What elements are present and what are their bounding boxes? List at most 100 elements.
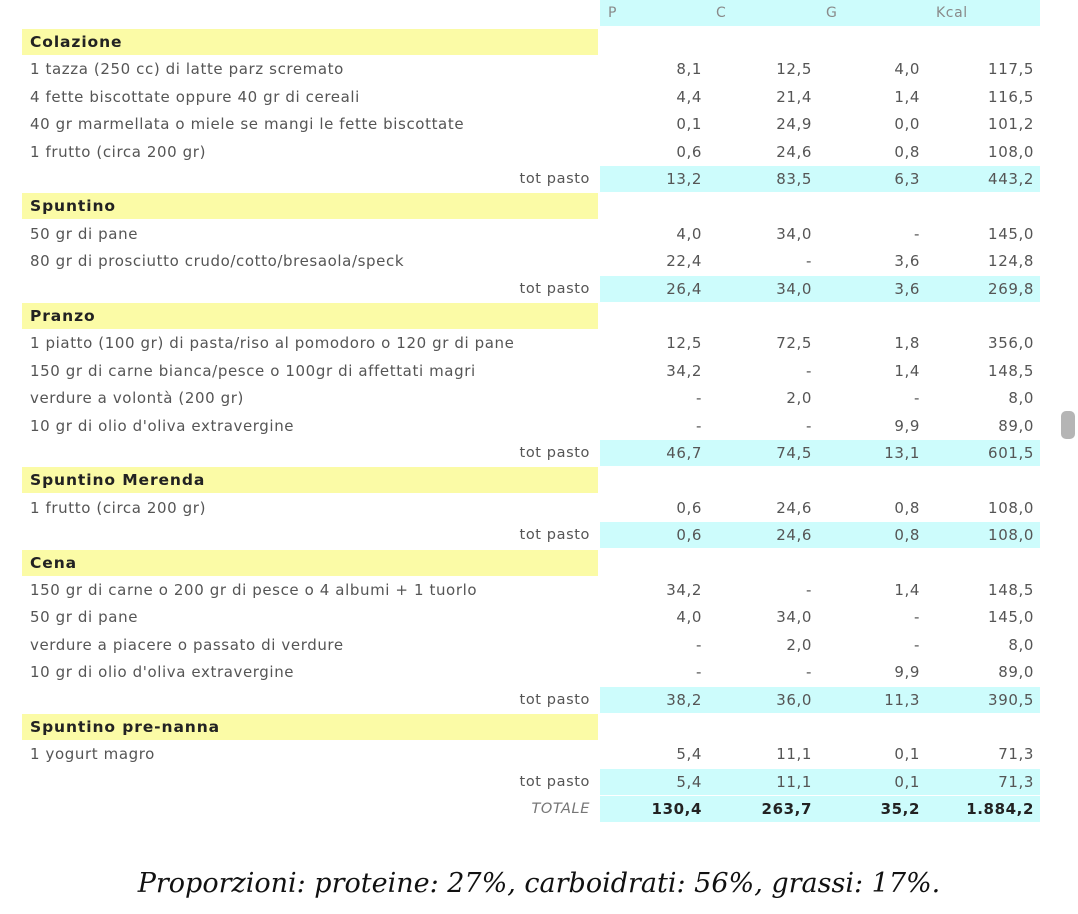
value-c: 24,9: [776, 115, 812, 134]
value-k: 390,5: [988, 690, 1034, 709]
value-p: 130,4: [651, 800, 702, 819]
value-g: 1,4: [894, 581, 920, 599]
scrollbar-thumb[interactable]: [1061, 411, 1075, 439]
food-item-label: verdure a piacere o passato di verdure: [30, 635, 344, 654]
section-header-bg: [22, 467, 598, 494]
value-k: 601,5: [988, 444, 1034, 462]
value-g: 1,4: [894, 361, 920, 380]
value-p: 0,6: [676, 142, 702, 161]
value-c: 11,1: [776, 745, 812, 764]
value-c: -: [805, 663, 812, 682]
value-k: 108,0: [988, 498, 1034, 517]
value-g: 4,0: [894, 60, 920, 79]
meal-total-bg: [600, 166, 1040, 192]
value-c: 72,5: [776, 334, 812, 353]
value-k: 108,0: [988, 526, 1034, 545]
food-item-label: verdure a volontà (200 gr): [30, 389, 244, 408]
section-header-row: Spuntino: [0, 193, 1078, 220]
food-item-row: 50 gr di pane 4,0 34,0 - 145,0: [0, 604, 1078, 630]
value-p: 13,2: [666, 170, 702, 188]
section-title: Colazione: [30, 33, 123, 51]
value-c: 34,0: [776, 279, 812, 298]
value-k: 108,0: [988, 142, 1034, 161]
value-c: 83,5: [776, 170, 812, 188]
value-g: -: [913, 389, 920, 408]
value-p: 38,2: [666, 690, 702, 709]
food-item-row: 150 gr di carne o 200 gr di pesce o 4 al…: [0, 577, 1078, 603]
value-p: 12,5: [666, 334, 702, 353]
value-c: 12,5: [776, 60, 812, 79]
value-p: 4,0: [676, 224, 702, 243]
value-p: 4,0: [676, 608, 702, 627]
value-p: 8,1: [676, 60, 702, 79]
value-c: 24,6: [776, 526, 812, 545]
value-k: 124,8: [988, 252, 1034, 271]
value-k: 101,2: [988, 115, 1034, 134]
value-c: 74,5: [776, 444, 812, 462]
food-item-row: 1 frutto (circa 200 gr) 0,6 24,6 0,8 108,0: [0, 139, 1078, 165]
value-c: 21,4: [776, 87, 812, 106]
food-item-row: 40 gr marmellata o miele se mangi le fet…: [0, 111, 1078, 137]
food-item-label: 10 gr di olio d'oliva extravergine: [30, 416, 295, 435]
value-c: 24,6: [776, 498, 812, 517]
value-p: 22,4: [666, 252, 702, 271]
value-g: 0,0: [894, 115, 920, 134]
value-k: 89,0: [998, 663, 1034, 682]
proportions-note: Proporzioni: proteine: 27%, carboidrati:…: [137, 868, 941, 899]
section-header-bg: [22, 303, 598, 329]
meal-total-bg: [600, 440, 1040, 466]
value-c: -: [805, 361, 812, 380]
food-item-label: 1 yogurt magro: [30, 745, 155, 764]
meal-total-label: tot pasto: [519, 527, 590, 544]
value-p: 34,2: [666, 581, 702, 599]
section-header-row: Pranzo: [0, 303, 1078, 329]
column-header-p: P: [608, 5, 618, 21]
food-item-label: 10 gr di olio d'oliva extravergine: [30, 663, 295, 682]
value-c: 36,0: [776, 690, 812, 709]
value-p: 46,7: [666, 444, 702, 462]
value-c: 24,6: [776, 142, 812, 161]
value-g: 0,8: [894, 142, 920, 161]
value-g: 35,2: [880, 800, 920, 819]
value-k: 116,5: [988, 87, 1034, 106]
value-p: 0,1: [676, 115, 702, 134]
meal-total-bg: [600, 522, 1040, 549]
food-item-label: 1 frutto (circa 200 gr): [30, 498, 207, 517]
section-header-bg: [22, 29, 598, 55]
section-header-bg: [22, 193, 598, 220]
value-c: 263,7: [761, 800, 812, 819]
value-k: 8,0: [1008, 635, 1034, 654]
food-item-row: verdure a piacere o passato di verdure - 2…: [0, 632, 1078, 658]
value-k: 145,0: [988, 224, 1034, 243]
section-header-row: Spuntino pre-nanna: [0, 714, 1078, 740]
value-k: 8,0: [1008, 389, 1034, 408]
column-header-c: C: [716, 5, 727, 21]
food-item-label: 1 frutto (circa 200 gr): [30, 142, 207, 161]
value-g: 1,8: [894, 334, 920, 353]
value-p: 0,6: [676, 498, 702, 517]
value-p: 34,2: [666, 361, 702, 380]
section-title: Pranzo: [30, 307, 96, 325]
section-header-row: Spuntino Merenda: [0, 467, 1078, 494]
food-item-label: 1 piatto (100 gr) di pasta/riso al pomod…: [30, 334, 515, 353]
meal-total-label: tot pasto: [519, 445, 590, 461]
value-g: -: [913, 224, 920, 243]
value-p: 5,4: [676, 772, 702, 791]
food-item-label: 150 gr di carne bianca/pesce o 100gr di …: [30, 361, 476, 380]
food-item-row: 10 gr di olio d'oliva extravergine - - 9,9 8…: [0, 659, 1078, 685]
meal-total-row: tot pasto 13,2 83,5 6,3 443,2: [0, 166, 1078, 192]
value-c: 2,0: [786, 635, 812, 654]
meal-total-label: tot pasto: [519, 773, 590, 790]
food-item-label: 40 gr marmellata o miele se mangi le fet…: [30, 115, 465, 134]
value-p: -: [695, 389, 702, 408]
value-c: 2,0: [786, 389, 812, 408]
value-k: 89,0: [998, 416, 1034, 435]
value-g: 0,8: [894, 526, 920, 545]
food-item-label: 150 gr di carne o 200 gr di pesce o 4 al…: [30, 581, 478, 599]
meal-total-row: tot pasto 46,7 74,5 13,1 601,5: [0, 440, 1078, 466]
value-c: -: [805, 252, 812, 271]
food-item-row: 1 frutto (circa 200 gr) 0,6 24,6 0,8 108,0: [0, 495, 1078, 521]
value-k: 71,3: [998, 772, 1034, 791]
meal-total-label: tot pasto: [519, 691, 590, 708]
meal-total-row: tot pasto 38,2 36,0 11,3 390,5: [0, 686, 1078, 713]
